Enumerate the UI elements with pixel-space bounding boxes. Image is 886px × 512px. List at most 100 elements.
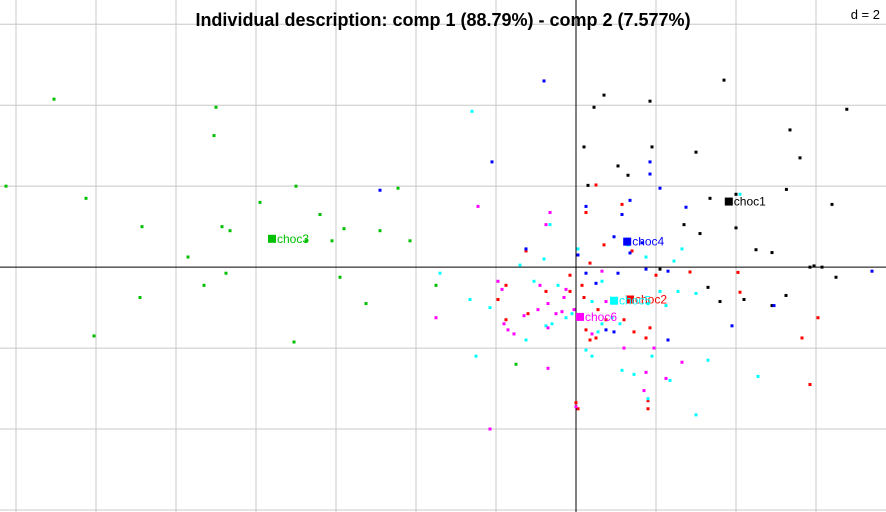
data-point-choc4: [666, 269, 670, 273]
data-point-choc6: [538, 283, 542, 287]
data-points: [4, 78, 874, 431]
data-point-choc5: [676, 289, 680, 293]
data-point-choc2: [576, 407, 580, 411]
data-point-choc5: [668, 378, 672, 382]
data-point-choc1: [616, 164, 620, 168]
data-point-choc3: [212, 134, 216, 138]
data-point-choc2: [632, 330, 636, 334]
data-point-choc3: [396, 186, 400, 190]
data-point-choc5: [620, 368, 624, 372]
data-point-choc5: [756, 374, 760, 378]
data-point-choc6: [562, 295, 566, 299]
data-point-choc3: [224, 271, 228, 275]
data-point-choc6: [572, 308, 576, 312]
data-point-choc5: [488, 306, 492, 310]
centroid-label-choc5: choc5: [619, 294, 651, 308]
data-point-choc3: [140, 225, 144, 229]
data-point-choc5: [532, 279, 536, 283]
data-point-choc2: [622, 318, 626, 322]
data-point-choc1: [820, 265, 824, 269]
data-point-choc2: [580, 283, 584, 287]
data-point-choc6: [536, 308, 540, 312]
data-point-choc1: [586, 183, 590, 187]
data-point-choc6: [652, 346, 656, 350]
data-point-choc2: [646, 407, 650, 411]
data-point-choc3: [318, 213, 322, 217]
data-point-choc6: [664, 376, 668, 380]
data-point-choc1: [718, 300, 722, 304]
data-point-choc5: [474, 354, 478, 358]
data-point-choc5: [694, 291, 698, 295]
data-point-choc6: [488, 427, 492, 431]
centroid-label-choc3: choc3: [277, 232, 309, 246]
centroid-label-choc1: choc1: [734, 195, 766, 209]
data-point-choc6: [600, 269, 604, 273]
data-point-choc3: [378, 229, 382, 233]
data-point-choc5: [468, 298, 472, 302]
data-point-choc2: [604, 318, 608, 322]
data-point-choc6: [574, 405, 578, 409]
data-point-choc3: [338, 275, 342, 279]
data-point-choc3: [292, 340, 296, 344]
data-point-choc3: [304, 239, 308, 243]
data-point-choc4: [584, 204, 588, 208]
data-point-choc5: [672, 259, 676, 263]
data-point-choc1: [582, 145, 586, 149]
data-point-choc2: [568, 289, 572, 293]
data-point-choc6: [476, 204, 480, 208]
data-point-choc6: [554, 312, 558, 316]
data-point-choc6: [590, 332, 594, 336]
data-point-choc2: [526, 312, 530, 316]
data-point-choc4: [594, 281, 598, 285]
data-point-choc2: [654, 273, 658, 277]
data-point-choc1: [770, 304, 774, 308]
data-point-choc2: [588, 338, 592, 342]
data-point-choc4: [644, 267, 648, 271]
centroid-label-choc4: choc4: [632, 235, 664, 249]
data-point-choc5: [584, 348, 588, 352]
data-point-choc2: [648, 326, 652, 330]
data-point-choc5: [646, 302, 650, 306]
data-point-choc2: [504, 318, 508, 322]
data-point-choc3: [434, 283, 438, 287]
data-point-choc6: [512, 332, 516, 336]
data-point-choc3: [514, 362, 518, 366]
data-point-choc5: [470, 109, 474, 113]
data-point-choc5: [706, 358, 710, 362]
data-point-choc3: [52, 97, 56, 101]
data-point-choc4: [640, 241, 644, 245]
data-point-choc2: [630, 249, 634, 253]
data-point-choc4: [378, 188, 382, 192]
data-point-choc5: [650, 354, 654, 358]
data-point-choc3: [258, 200, 262, 204]
data-point-choc4: [658, 186, 662, 190]
data-point-choc2: [816, 316, 820, 320]
data-point-choc3: [330, 239, 334, 243]
data-point-choc3: [364, 302, 368, 306]
data-point-choc1: [722, 78, 726, 82]
data-point-choc4: [648, 172, 652, 176]
data-point-choc6: [500, 287, 504, 291]
data-point-choc5: [646, 397, 650, 401]
chart-title: Individual description: comp 1 (88.79%) …: [195, 10, 690, 30]
data-point-choc2: [808, 383, 812, 387]
data-point-choc4: [772, 304, 776, 308]
data-point-choc4: [870, 269, 874, 273]
data-point-choc2: [736, 270, 740, 274]
data-point-choc1: [706, 285, 710, 289]
data-point-choc6: [560, 310, 564, 314]
data-point-choc4: [616, 271, 620, 275]
data-point-choc1: [834, 275, 838, 279]
data-point-choc5: [438, 271, 442, 275]
data-point-choc5: [570, 312, 574, 316]
data-point-choc5: [556, 283, 560, 287]
data-point-choc1: [784, 187, 788, 191]
data-point-choc1: [648, 99, 652, 103]
data-point-choc2: [582, 295, 586, 299]
data-point-choc3: [186, 255, 190, 259]
data-point-choc4: [684, 205, 688, 209]
data-point-choc5: [524, 338, 528, 342]
